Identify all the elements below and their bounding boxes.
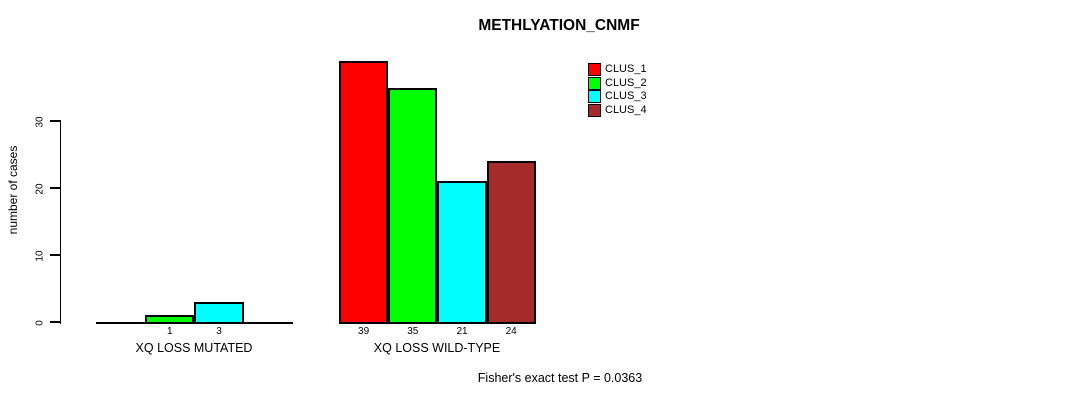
legend-label-clus_4: CLUS_4 xyxy=(605,103,647,116)
y-tick-label-10: 10 xyxy=(34,250,46,262)
y-tick-0 xyxy=(50,321,61,323)
fisher-test-annotation: Fisher's exact test P = 0.0363 xyxy=(477,371,643,385)
legend-item-clus_2: CLUS_2 xyxy=(588,76,647,90)
y-tick-20 xyxy=(50,187,61,189)
bar-value-label-clus_3-group-2: 21 xyxy=(456,326,468,337)
y-tick-30 xyxy=(50,120,61,122)
bar-clus_4-group-2 xyxy=(486,161,536,324)
y-tick-label-0: 0 xyxy=(34,320,46,326)
legend-label-clus_2: CLUS_2 xyxy=(605,76,647,89)
bar-clus_1-group-2 xyxy=(339,60,389,324)
legend-item-clus_3: CLUS_3 xyxy=(588,90,647,103)
bar-value-label-clus_2-group-1: 1 xyxy=(167,326,173,337)
legend-item-clus_1: CLUS_1 xyxy=(588,63,647,76)
y-tick-label-30: 30 xyxy=(34,116,46,128)
legend-swatch-clus_3 xyxy=(588,90,601,103)
y-axis-label: number of cases xyxy=(6,145,20,235)
legend: CLUS_1 CLUS_2 CLUS_3 CLUS_4 xyxy=(588,63,647,117)
bar-value-label-clus_1-group-2: 39 xyxy=(358,326,370,337)
legend-label-clus_3: CLUS_3 xyxy=(605,90,647,102)
bar-clus_2-group-1 xyxy=(145,315,195,324)
bar-clus_3-group-1 xyxy=(194,301,244,324)
legend-item-clus_4: CLUS_4 xyxy=(588,103,647,117)
legend-swatch-clus_2 xyxy=(588,76,601,90)
legend-label-clus_1: CLUS_1 xyxy=(605,63,647,75)
group-label-xq-loss-wild-type: XQ LOSS WILD-TYPE xyxy=(373,341,501,355)
bar-clus_3-group-2 xyxy=(437,181,487,324)
legend-swatch-clus_4 xyxy=(588,103,601,117)
bar-value-label-clus_2-group-2: 35 xyxy=(407,326,419,337)
bar-clus_2-group-2 xyxy=(388,87,438,324)
group-label-xq-loss-mutated: XQ LOSS MUTATED xyxy=(135,341,253,355)
bar-value-label-clus_4-group-2: 24 xyxy=(505,326,517,337)
legend-swatch-clus_1 xyxy=(588,63,601,76)
y-tick-label-20: 20 xyxy=(34,183,46,195)
bar-value-label-clus_3-group-1: 3 xyxy=(216,326,222,337)
chart-title: METHLYATION_CNMF xyxy=(478,17,640,34)
y-axis-line xyxy=(59,121,61,324)
y-tick-10 xyxy=(50,254,61,256)
